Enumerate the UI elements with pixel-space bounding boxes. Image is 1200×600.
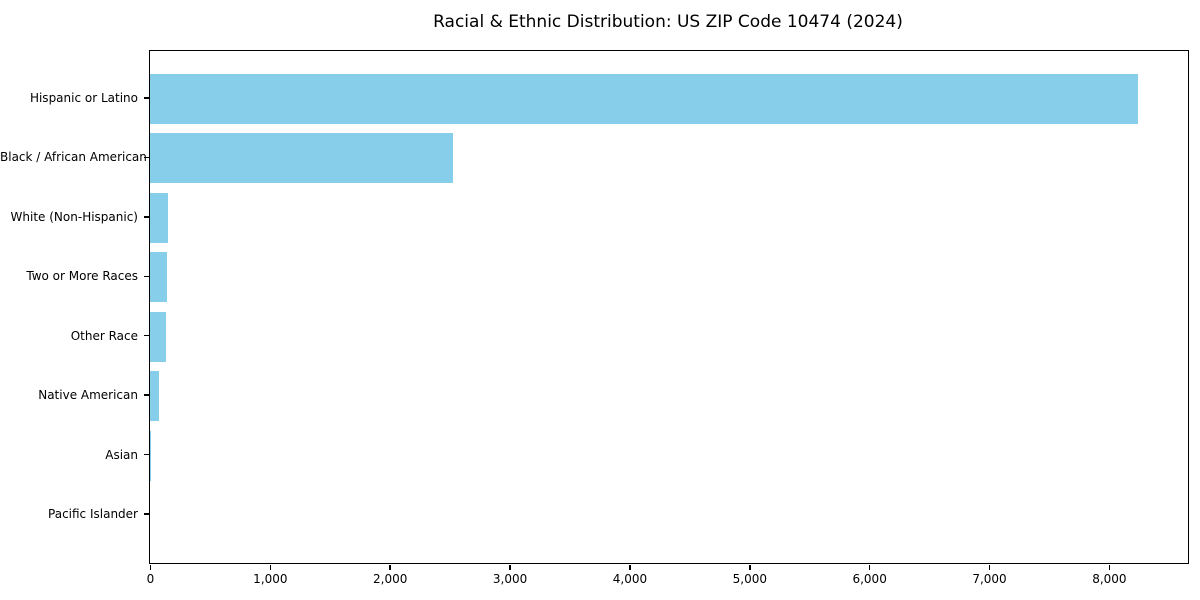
x-tick-mark [629, 565, 631, 570]
x-tick-mark [149, 565, 152, 570]
y-tick-label: White (Non-Hispanic) [10, 209, 138, 224]
x-tick-mark [389, 565, 391, 570]
x-tick-mark [269, 565, 272, 570]
y-tick-mark [144, 97, 149, 99]
y-tick-label: Black / African American [0, 150, 147, 165]
bar-white-non-hispanic [150, 192, 168, 243]
x-tick-label: 7,000 [972, 572, 1007, 586]
y-tick-mark [144, 513, 149, 515]
y-tick-label: Two or More Races [26, 269, 138, 284]
y-tick-mark [144, 394, 149, 396]
bar-black-african-american [150, 133, 454, 184]
x-tick-mark [1108, 565, 1111, 570]
bar-native-american [150, 371, 159, 422]
y-tick-label: Hispanic or Latino [29, 91, 138, 105]
bar-hispanic-or-latino [150, 74, 1139, 124]
x-tick-mark [988, 565, 991, 570]
bar-two-or-more-races [150, 252, 168, 303]
x-tick-mark [749, 565, 751, 570]
y-tick-mark [144, 156, 149, 159]
y-tick-label: Asian [105, 447, 138, 462]
bar-other-race [150, 311, 166, 362]
x-tick-label: 5,000 [732, 572, 767, 586]
y-tick-mark [144, 216, 149, 218]
x-tick-mark [509, 565, 511, 570]
y-tick-label: Pacific Islander [48, 507, 138, 521]
plot-area [149, 50, 1189, 564]
bar-asian [150, 430, 152, 481]
y-tick-label: Native American [38, 388, 138, 403]
x-tick-label: 0 [146, 572, 155, 586]
x-tick-mark [868, 565, 871, 570]
x-tick-label: 8,000 [1092, 572, 1127, 586]
x-tick-label: 6,000 [852, 572, 887, 586]
x-tick-label: 2,000 [373, 572, 408, 586]
y-tick-mark [144, 275, 149, 278]
y-tick-mark [144, 334, 149, 337]
x-tick-label: 1,000 [253, 572, 288, 586]
x-tick-label: 4,000 [612, 572, 648, 586]
x-tick-label: 3,000 [492, 572, 528, 586]
chart-title: Racial & Ethnic Distribution: US ZIP Cod… [433, 12, 903, 32]
y-tick-label: Other Race [70, 328, 138, 343]
y-tick-mark [144, 453, 149, 456]
